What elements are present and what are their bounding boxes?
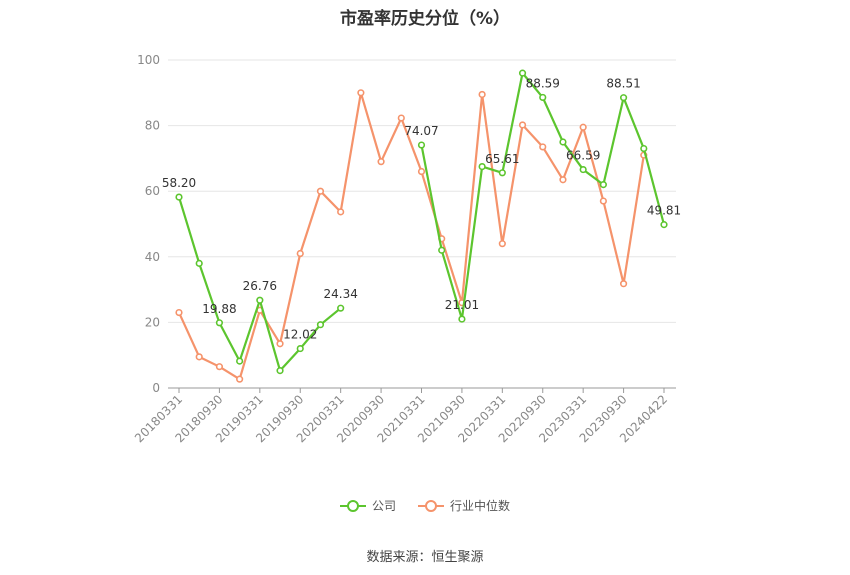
y-tick-label: 80 — [145, 119, 160, 133]
data-point — [539, 143, 547, 151]
data-point — [357, 89, 365, 97]
data-point — [458, 315, 466, 323]
legend-swatch-industry-median — [418, 499, 444, 512]
data-point — [215, 363, 224, 371]
data-point — [276, 367, 284, 375]
data-point — [518, 121, 527, 129]
legend-label-industry-median: 行业中位数 — [450, 499, 511, 513]
data-label: 19.88 — [202, 302, 236, 316]
data-point — [195, 353, 203, 361]
data-label: 88.59 — [526, 76, 560, 90]
data-label: 66.59 — [566, 149, 600, 163]
legend-item-company[interactable]: 公司 — [339, 497, 396, 514]
y-tick-label: 100 — [137, 53, 160, 67]
data-point — [256, 296, 264, 304]
data-point — [377, 158, 385, 166]
data-point — [236, 357, 244, 365]
data-point — [619, 280, 628, 288]
series-line — [177, 91, 645, 381]
data-point — [236, 375, 244, 383]
data-point — [619, 94, 628, 102]
data-point — [337, 208, 345, 216]
legend-item-industry-median[interactable]: 行业中位数 — [418, 497, 510, 514]
data-label: 12.02 — [283, 328, 317, 342]
data-point — [316, 187, 325, 195]
data-point — [438, 246, 446, 254]
data-label: 65.61 — [485, 152, 519, 166]
data-label: 58.20 — [162, 176, 196, 190]
data-point — [579, 165, 587, 174]
data-label: 24.34 — [323, 287, 357, 301]
y-tick-label: 0 — [152, 381, 160, 395]
data-point — [397, 114, 405, 122]
data-label: 49.81 — [647, 204, 681, 218]
data-point — [316, 321, 325, 329]
data-point — [599, 197, 607, 205]
legend-label-company: 公司 — [371, 499, 396, 513]
data-source: 数据来源：恒生聚源 — [366, 550, 484, 565]
data-label: 88.51 — [606, 77, 640, 91]
axes: 0204060801002018033120180930201903312019… — [132, 53, 676, 445]
data-point — [215, 319, 224, 327]
data-point — [417, 141, 426, 149]
y-tick-label: 60 — [145, 184, 160, 198]
legend: 公司 行业中位数 — [0, 497, 850, 514]
y-tick-label: 20 — [145, 315, 160, 329]
data-point — [195, 259, 203, 267]
y-tick-label: 40 — [145, 250, 160, 264]
data-point — [498, 240, 506, 248]
data-point — [599, 181, 607, 189]
data-point — [539, 93, 547, 102]
data-point — [660, 221, 668, 229]
grid-lines — [168, 59, 676, 323]
data-point — [175, 193, 183, 201]
data-point — [478, 163, 486, 171]
data-label: 21.01 — [445, 298, 479, 312]
series-lines — [175, 69, 668, 383]
data-point — [296, 344, 304, 353]
data-labels: 58.20 19.88 26.76 12.02 24.34 74.07 21.01 65.61… — [162, 76, 681, 341]
legend-swatch-company — [339, 499, 366, 512]
data-point — [296, 249, 304, 258]
data-point — [175, 308, 183, 317]
data-point — [640, 144, 648, 153]
data-point — [579, 123, 587, 131]
data-point — [276, 340, 284, 348]
series-line — [420, 72, 666, 321]
data-point — [518, 69, 527, 77]
data-point — [478, 90, 486, 99]
data-point — [559, 138, 567, 146]
data-point — [498, 169, 506, 177]
data-label: 26.76 — [243, 279, 277, 293]
data-point — [559, 176, 567, 184]
data-point — [417, 167, 426, 176]
data-label: 74.07 — [404, 124, 438, 138]
chart-title: 市盈率历史分位（%） — [339, 9, 511, 29]
data-point — [337, 304, 345, 312]
